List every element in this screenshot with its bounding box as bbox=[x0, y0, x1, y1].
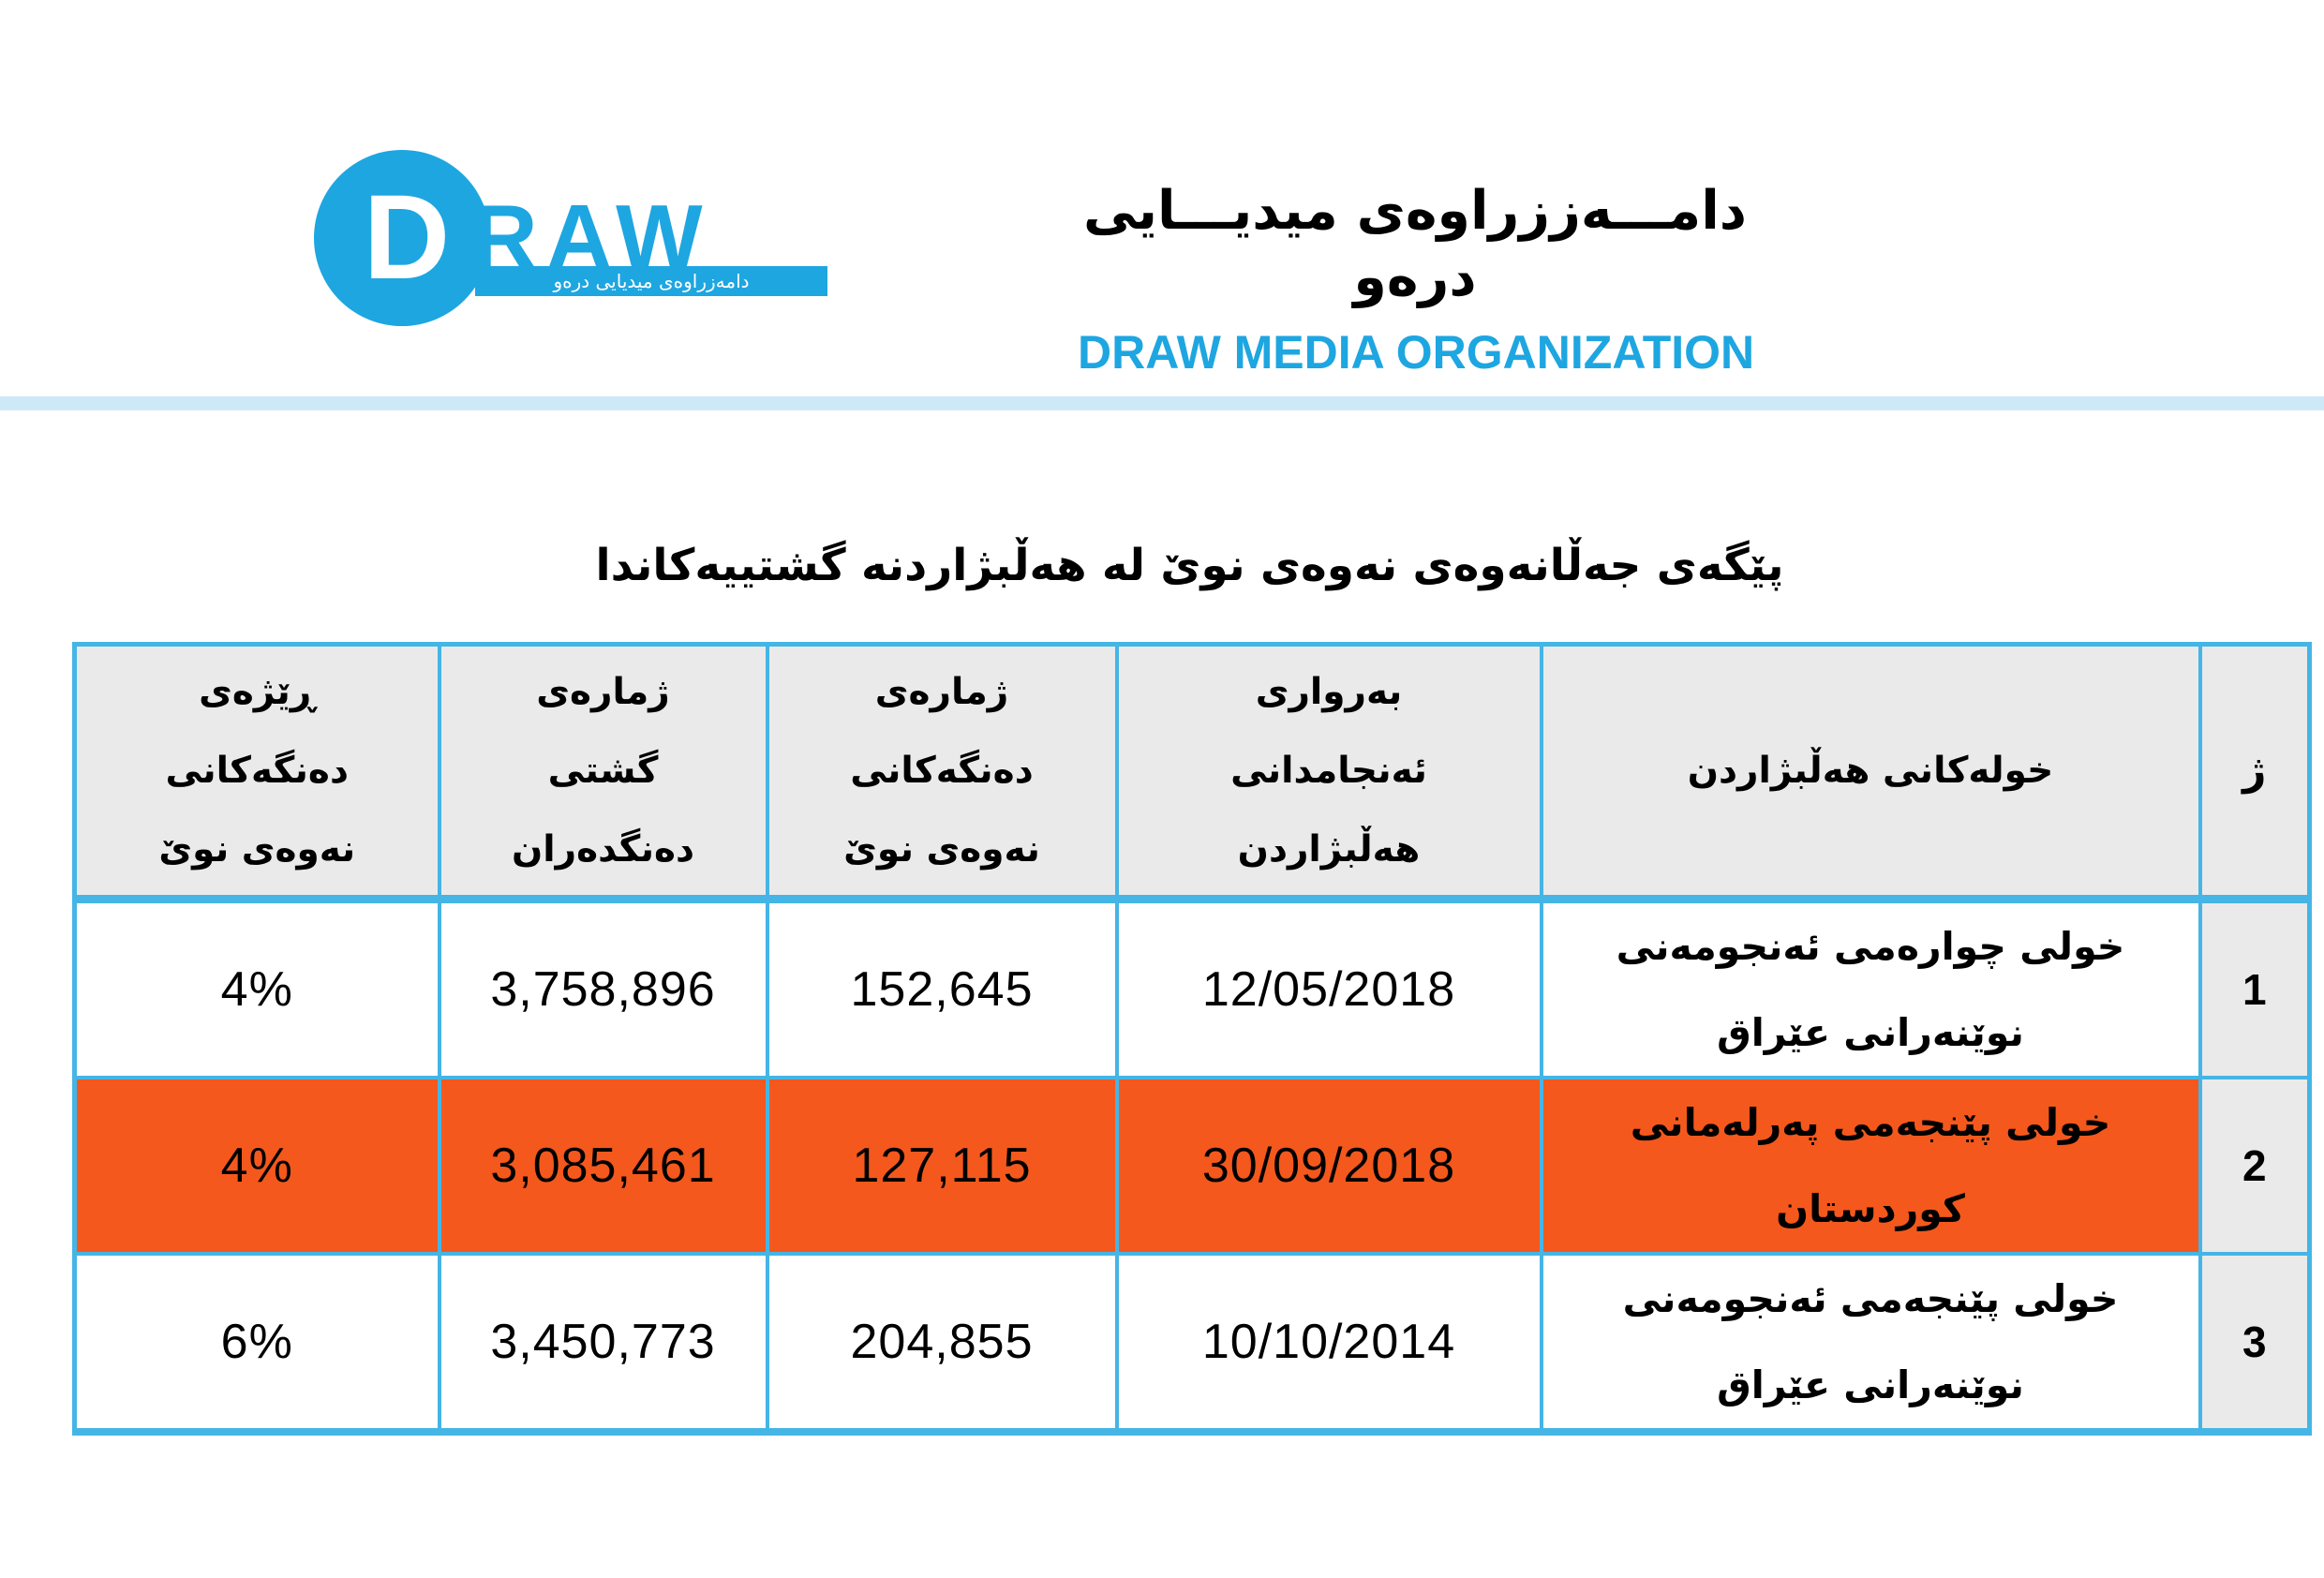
org-name-english: DRAW MEDIA ORGANIZATION bbox=[1078, 325, 1755, 379]
column-header-no: ژ bbox=[2197, 642, 2312, 903]
cell-round: خولی پێنجەمی ئەنجومەنی نوێنەرانی عێراق bbox=[1539, 1252, 2202, 1436]
cell-total_voters: 3,450,773 bbox=[437, 1252, 769, 1436]
cell-percentage: 4% bbox=[72, 897, 441, 1079]
cell-date: 30/09/2018 bbox=[1114, 1076, 1543, 1256]
cell-new_gen_votes: 127,115 bbox=[765, 1076, 1119, 1256]
logo-disc-icon: D bbox=[314, 150, 490, 326]
cell-round: خولی پێنجەمی پەرلەمانی کوردستان bbox=[1539, 1076, 2202, 1256]
table-header: ژ خولەکانی هەڵبژاردن بەرواری ئەنجامدانی هەڵب… bbox=[72, 642, 2312, 903]
cell-no: 2 bbox=[2197, 1076, 2312, 1256]
election-results-table: ژ خولەکانی هەڵبژاردن بەرواری ئەنجامدانی هەڵب… bbox=[72, 642, 2312, 1436]
cell-no: 3 bbox=[2197, 1252, 2312, 1436]
column-header-percentage: ڕێژەی دەنگەکانی نەوەی نوێ bbox=[72, 642, 441, 903]
page-title: پێگەی جەڵانەوەی نەوەی نوێ لە هەڵبژاردنە … bbox=[595, 540, 1784, 591]
column-header-date: بەرواری ئەنجامدانی هەڵبژاردن bbox=[1114, 642, 1543, 903]
column-header-total_voters: ژمارەی گشتی دەنگدەران bbox=[437, 642, 769, 903]
column-header-new_gen_votes: ژمارەی دەنگەکانی نەوەی نوێ bbox=[765, 642, 1119, 903]
draw-logo: D RAW دامەزراوەی میدیایی درەو bbox=[314, 150, 876, 342]
table-row-1: 1 خولی چوارەمی ئەنجومەنی نوێنەرانی عێراق 12… bbox=[72, 897, 2312, 1079]
cell-no: 1 bbox=[2197, 897, 2312, 1079]
cell-new_gen_votes: 204,855 bbox=[765, 1252, 1119, 1436]
table-row-2: 2 خولی پێنجەمی پەرلەمانی کوردستان 30/09/201… bbox=[72, 1076, 2312, 1256]
cell-percentage: 4% bbox=[72, 1076, 441, 1256]
cell-new_gen_votes: 152,645 bbox=[765, 897, 1119, 1079]
cell-round: خولی چوارەمی ئەنجومەنی نوێنەرانی عێراق bbox=[1539, 897, 2202, 1079]
logo-letter-d: D bbox=[363, 171, 451, 305]
cell-date: 12/05/2018 bbox=[1114, 897, 1543, 1079]
org-name-kurdish: دامـــەززراوەی میدیـــایی درەو bbox=[1082, 180, 1748, 309]
column-header-round: خولەکانی هەڵبژاردن bbox=[1539, 642, 2202, 903]
cell-date: 10/10/2014 bbox=[1114, 1252, 1543, 1436]
cell-percentage: 6% bbox=[72, 1252, 441, 1436]
logo-tagline: دامەزراوەی میدیایی درەو bbox=[475, 266, 827, 296]
table-row-3: 3 خولی پێنجەمی ئەنجومەنی نوێنەرانی عێراق 10… bbox=[72, 1252, 2312, 1436]
divider-band bbox=[0, 396, 2324, 410]
cell-total_voters: 3,758,896 bbox=[437, 897, 769, 1079]
cell-total_voters: 3,085,461 bbox=[437, 1076, 769, 1256]
table-header-row: ژ خولەکانی هەڵبژاردن بەرواری ئەنجامدانی هەڵب… bbox=[72, 642, 2312, 903]
org-name-block: دامـــەززراوەی میدیـــایی درەو DRAW MEDI… bbox=[1078, 178, 1755, 379]
table-body: 1 خولی چوارەمی ئەنجومەنی نوێنەرانی عێراق 12… bbox=[72, 897, 2312, 1436]
